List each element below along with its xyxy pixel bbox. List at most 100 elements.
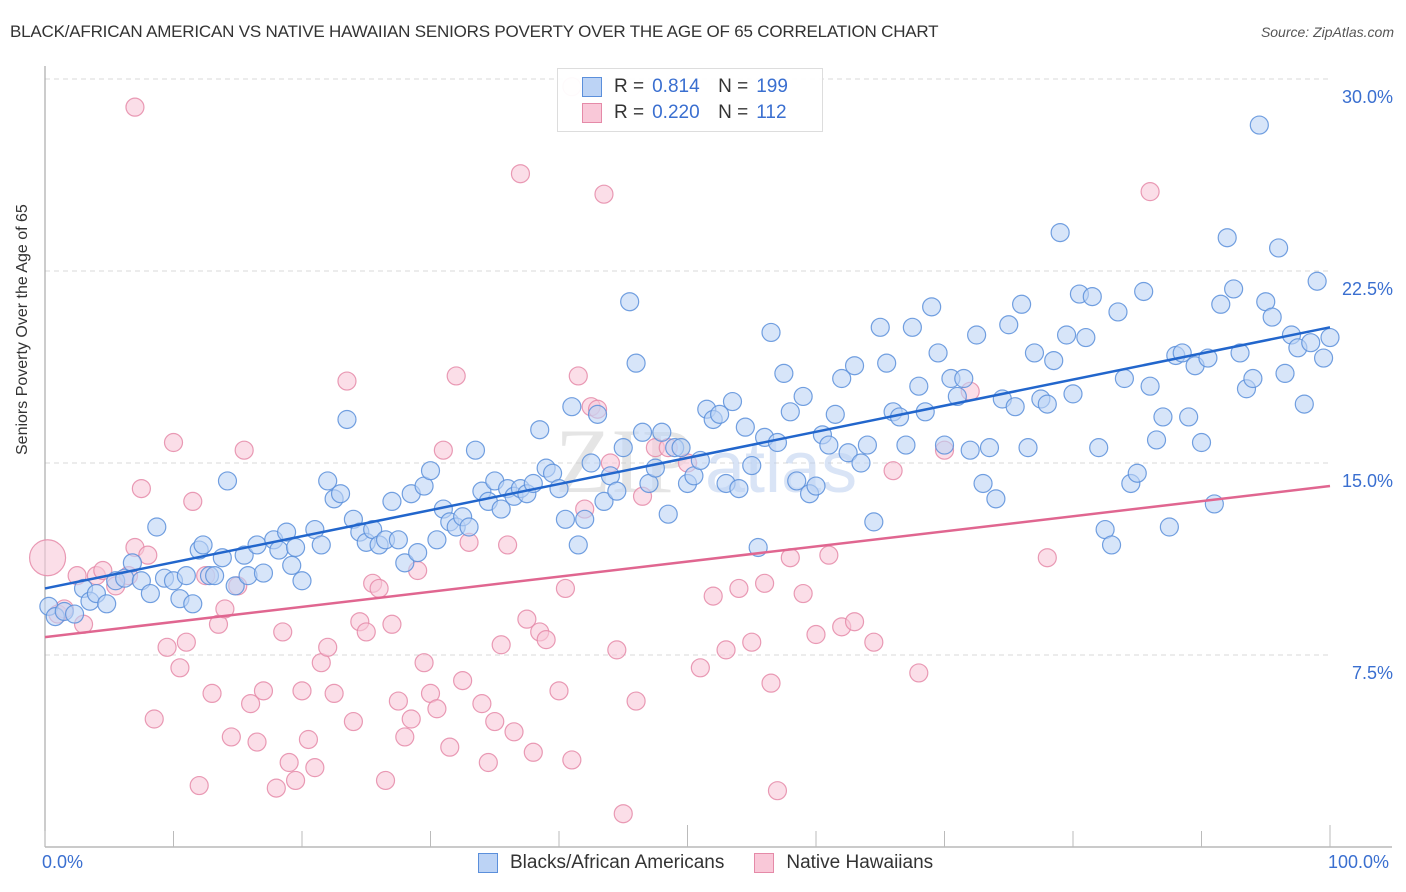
native-hawaiian-point <box>568 366 588 386</box>
native-hawaiian-point <box>215 599 235 619</box>
native-hawaiian-point <box>343 711 363 732</box>
black-african-american-point <box>607 481 627 501</box>
native-hawaiian-point <box>382 614 402 634</box>
stats-legend: R = 0.814 N = 199 R = 0.220 N = 112 <box>557 68 823 132</box>
native-hawaiian-point <box>453 670 473 691</box>
native-hawaiian-point <box>170 658 190 678</box>
black-african-american-point <box>147 517 167 537</box>
black-african-american-point <box>671 438 691 458</box>
native-hawaiian-point <box>324 683 344 704</box>
legend-item-blacks[interactable]: Blacks/African Americans <box>478 852 724 874</box>
native-hawaiian-point <box>1140 182 1160 202</box>
black-african-american-point <box>1307 271 1327 291</box>
source-credit: Source: ZipAtlas.com <box>1260 24 1394 40</box>
black-african-american-point <box>973 473 993 494</box>
black-african-american-point <box>1275 363 1295 383</box>
black-african-american-point <box>64 604 85 624</box>
black-african-american-point <box>967 325 987 345</box>
native-hawaiian-point <box>144 709 164 729</box>
black-african-american-point <box>1063 384 1083 404</box>
black-african-american-point <box>193 535 213 555</box>
black-african-american-point <box>1268 238 1289 258</box>
native-hawaiian-point <box>504 722 524 742</box>
black-african-american-point <box>787 471 807 491</box>
n-value: 199 <box>756 76 788 97</box>
native-hawaiian-point <box>754 573 775 593</box>
black-african-american-point <box>1140 376 1160 396</box>
black-african-american-point <box>870 317 890 337</box>
black-african-american-point <box>774 363 794 383</box>
legend-item-hawaiians[interactable]: Native Hawaiians <box>754 852 933 874</box>
native-hawaiian-point <box>253 681 274 701</box>
black-african-american-point <box>1320 327 1340 348</box>
x-tick-label-min: 0.0% <box>42 852 84 872</box>
black-african-american-point <box>1153 407 1173 427</box>
native-hawaiian-point <box>440 737 460 757</box>
black-african-american-point <box>620 292 640 312</box>
black-african-american-point <box>183 594 203 614</box>
native-hawaiian-point <box>767 781 788 801</box>
native-hawaiian-point <box>498 535 518 555</box>
native-hawaiian-point <box>375 770 396 791</box>
black-african-american-point <box>1211 294 1231 314</box>
black-african-american-point <box>1108 302 1128 322</box>
native-hawaiian-point <box>909 663 929 683</box>
native-hawaiian-point <box>703 586 723 606</box>
black-african-american-point <box>318 471 338 491</box>
y-axis-label: Seniors Poverty Over the Age of 65 <box>14 204 31 455</box>
black-african-american-point <box>285 537 306 558</box>
black-african-american-point <box>761 322 781 343</box>
native-hawaiian-point <box>241 694 261 714</box>
black-african-american-point <box>767 432 788 453</box>
black-african-american-point <box>979 438 1000 458</box>
black-african-american-point <box>1249 115 1269 135</box>
native-hawaiian-point <box>176 632 196 652</box>
black-african-american-point <box>530 420 550 440</box>
black-african-american-point <box>234 545 254 565</box>
r-label: R = <box>614 102 645 123</box>
native-hawaiian-point <box>305 758 325 778</box>
black-african-american-point <box>1037 394 1057 414</box>
black-african-american-point <box>205 566 225 586</box>
native-hawaiian-point <box>247 732 267 752</box>
black-african-american-point <box>652 422 672 442</box>
black-african-american-point <box>568 535 588 555</box>
black-african-american-point <box>555 509 576 529</box>
black-african-american-point <box>1294 394 1314 414</box>
black-african-american-point <box>420 461 441 481</box>
native-hawaiian-point <box>446 366 466 386</box>
black-african-american-point <box>954 368 974 389</box>
black-african-american-point <box>176 566 196 586</box>
black-african-american-point <box>395 553 415 573</box>
native-hawaiian-point <box>395 727 415 747</box>
black-african-american-point <box>844 356 865 376</box>
black-african-american-point <box>1313 348 1334 368</box>
native-hawaiian-point <box>594 184 614 204</box>
black-african-american-point <box>1005 397 1025 417</box>
native-hawaiian-point <box>523 742 543 762</box>
native-hawaiian-point <box>318 637 338 657</box>
native-hawaiian-point <box>517 609 537 629</box>
black-african-american-point <box>922 297 942 317</box>
black-african-american-point <box>1191 432 1212 453</box>
native-hawaiian-point <box>536 630 556 650</box>
native-hawaiian-point <box>472 694 492 714</box>
native-hawaiian-point <box>510 164 531 184</box>
black-african-american-point <box>330 484 351 504</box>
black-african-american-point <box>1127 463 1147 483</box>
native-hawaiian-point <box>298 729 319 750</box>
black-african-american-point <box>581 453 601 473</box>
black-african-american-point <box>337 409 357 430</box>
blacks-trend-line <box>44 326 1331 590</box>
black-african-american-point <box>1011 294 1032 314</box>
native-hawaiian-point <box>234 440 254 460</box>
y-tick-label: 15.0% <box>1341 471 1393 491</box>
black-african-american-point <box>427 530 447 550</box>
blue-swatch-icon <box>582 77 602 97</box>
black-african-american-point <box>934 435 955 455</box>
r-label: R = <box>614 76 645 97</box>
legend-label: Native Hawaiians <box>786 852 934 873</box>
native-hawaiian-point <box>716 640 736 660</box>
native-hawaiian-point <box>1037 548 1057 568</box>
